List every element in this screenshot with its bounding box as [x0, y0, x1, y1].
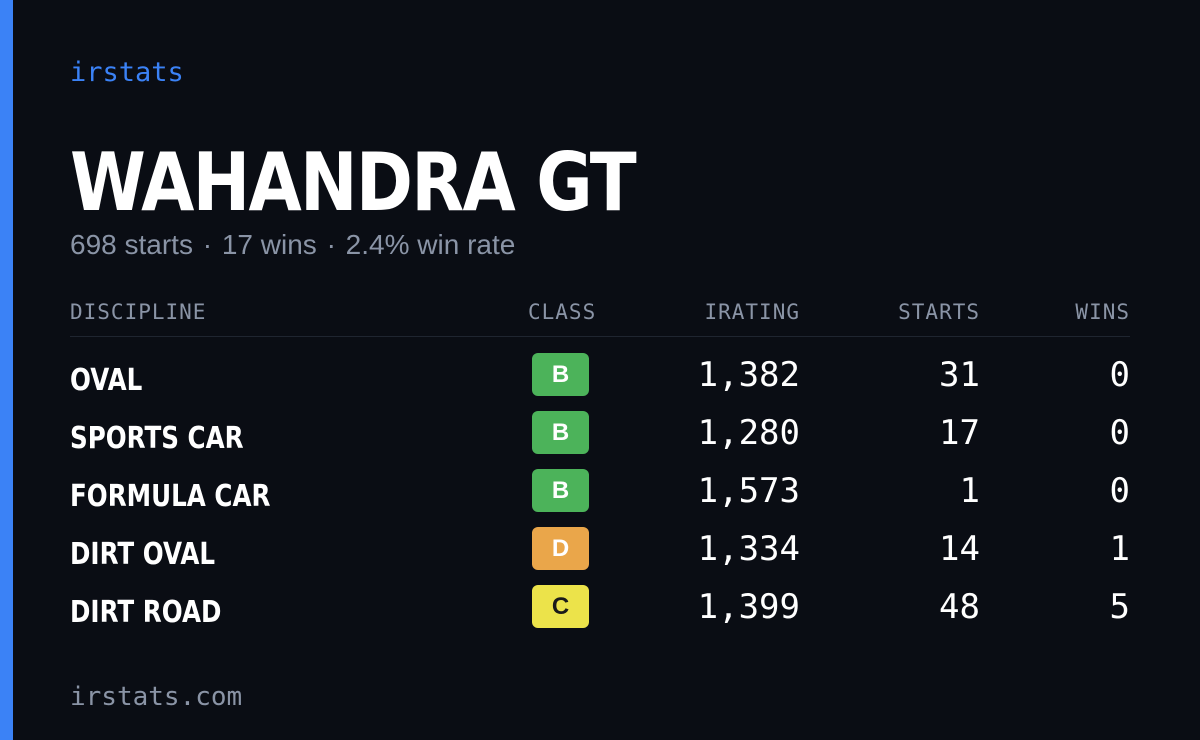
- irating-value: 1,382: [697, 355, 800, 395]
- summary-separator: ·: [202, 229, 213, 260]
- license-table: DISCIPLINE CLASS IRATING STARTS WINS OVA…: [70, 298, 1130, 643]
- table-header: DISCIPLINE CLASS IRATING STARTS WINS: [70, 298, 1130, 337]
- summary-wins: 17 wins: [221, 229, 317, 260]
- discipline-name: DIRT OVAL: [70, 537, 216, 572]
- starts-value: 17: [939, 413, 980, 453]
- footer-domain: irstats.com: [70, 682, 243, 712]
- class-badge: C: [532, 585, 589, 628]
- table-row: OVAL B 1,382 31 0: [70, 353, 1130, 411]
- irating-value: 1,334: [697, 529, 800, 569]
- table-row: SPORTS CAR B 1,280 17 0: [70, 411, 1130, 469]
- class-badge: D: [532, 527, 589, 570]
- wins-value: 0: [1109, 355, 1130, 395]
- header-starts: STARTS: [898, 300, 980, 324]
- starts-value: 14: [939, 529, 980, 569]
- driver-name: WAHANDRA GT: [70, 136, 637, 229]
- discipline-name: DIRT ROAD: [70, 595, 222, 630]
- class-badge: B: [532, 411, 589, 454]
- table-row: DIRT ROAD C 1,399 48 5: [70, 585, 1130, 643]
- wins-value: 0: [1109, 471, 1130, 511]
- table-row: DIRT OVAL D 1,334 14 1: [70, 527, 1130, 585]
- header-wins: WINS: [1075, 300, 1130, 324]
- wins-value: 1: [1109, 529, 1130, 569]
- brand-logo-text: irstats: [70, 57, 184, 88]
- irating-value: 1,573: [697, 471, 800, 511]
- header-discipline: DISCIPLINE: [70, 300, 207, 324]
- irating-value: 1,399: [697, 587, 800, 627]
- class-badge: B: [532, 469, 589, 512]
- table-body: OVAL B 1,382 31 0 SPORTS CAR B 1,280 17 …: [70, 353, 1130, 643]
- header-irating: IRATING: [704, 300, 800, 324]
- career-summary: 698 starts · 17 wins · 2.4% win rate: [70, 228, 515, 262]
- table-row: FORMULA CAR B 1,573 1 0: [70, 469, 1130, 527]
- discipline-name: SPORTS CAR: [70, 421, 244, 456]
- starts-value: 1: [959, 471, 980, 511]
- wins-value: 0: [1109, 413, 1130, 453]
- header-class: CLASS: [528, 300, 597, 324]
- irating-value: 1,280: [697, 413, 800, 453]
- class-badge: B: [532, 353, 589, 396]
- starts-value: 48: [939, 587, 980, 627]
- summary-separator: ·: [326, 229, 336, 260]
- discipline-name: FORMULA CAR: [70, 479, 271, 514]
- summary-win-rate: 2.4% win rate: [345, 229, 516, 260]
- wins-value: 5: [1109, 587, 1130, 627]
- discipline-name: OVAL: [70, 363, 143, 398]
- summary-starts: 698 starts: [70, 229, 193, 260]
- accent-bar: [0, 0, 13, 740]
- starts-value: 31: [939, 355, 980, 395]
